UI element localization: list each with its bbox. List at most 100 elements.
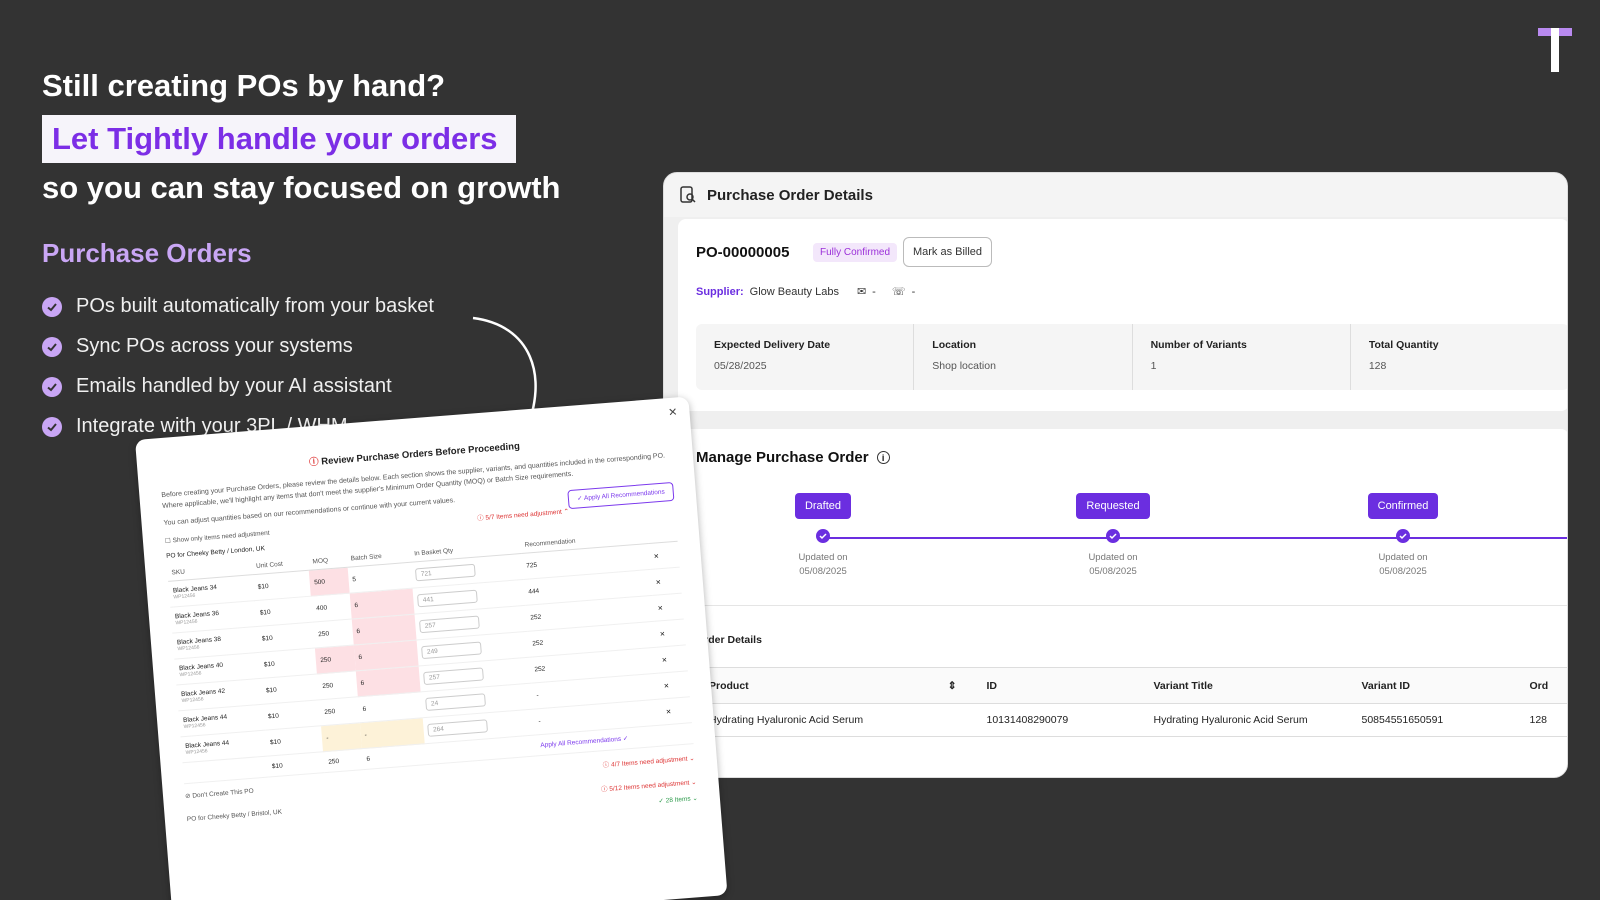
- feature-label: Sync POs across your systems: [76, 335, 353, 357]
- mark-as-billed-button[interactable]: Mark as Billed: [903, 237, 992, 267]
- remove-icon[interactable]: ✕: [660, 696, 692, 725]
- card-title: Purchase Order Details: [707, 186, 873, 204]
- po-stats: Expected Delivery Date 05/28/2025 Locati…: [696, 324, 1567, 390]
- qty-input[interactable]: 441: [417, 589, 479, 608]
- supplier-label: Supplier:: [696, 285, 744, 298]
- column-header-ord: Ord: [1517, 667, 1567, 704]
- manage-po-panel: Manage Purchase Order i Drafted Updated …: [678, 429, 1568, 777]
- cell-batch: 6: [361, 743, 427, 770]
- headline-line-1: Still creating POs by hand?: [42, 68, 446, 103]
- po-for-label-2: PO for Cheeky Betty / Bristol, UK: [186, 808, 283, 824]
- dont-create-po-button[interactable]: ⊘ Don't Create This PO: [184, 787, 254, 801]
- cell-moq: 250: [313, 619, 354, 648]
- qty-input[interactable]: 264: [427, 719, 489, 737]
- step-check-icon: [816, 529, 830, 543]
- step-label: Requested: [1076, 493, 1150, 519]
- cell-moq: 250: [323, 748, 364, 773]
- cell-ord: 128: [1529, 714, 1548, 726]
- table-row[interactable]: Hydrating Hyaluronic Acid Serum 10131408…: [697, 704, 1568, 737]
- feature-item: POs built automatically from your basket: [42, 295, 522, 318]
- qty-input[interactable]: 249: [421, 641, 483, 660]
- qty-input[interactable]: 257: [419, 615, 481, 634]
- column-header-variant-title: Variant Title: [1141, 667, 1350, 704]
- show-only-checkbox[interactable]: ☐ Show only items need adjustment: [164, 529, 270, 545]
- step-updated: Updated on: [1378, 552, 1428, 563]
- need-adjustment-summary-3[interactable]: ⓘ 5/12 Items need adjustment ⌄: [600, 779, 697, 794]
- order-details-title: Order Details: [696, 634, 762, 646]
- stat-delivery-date: Expected Delivery Date 05/28/2025: [696, 324, 915, 390]
- need-adjustment-summary-2[interactable]: ⓘ 4/7 Items need adjustment ⌄: [602, 755, 695, 770]
- stat-label: Total Quantity: [1368, 339, 1439, 351]
- cell-moq: 250: [315, 644, 356, 674]
- column-header-id: ID: [974, 667, 1142, 704]
- email-value: -: [872, 285, 876, 298]
- apply-all-recommendations-button[interactable]: ✓ Apply All Recommendations: [567, 481, 675, 510]
- step-confirmed[interactable]: Confirmed Updated on 05/08/2025: [1343, 493, 1463, 579]
- stat-label: Expected Delivery Date: [714, 339, 831, 351]
- cell-variant-title: Hydrating Hyaluronic Acid Serum: [1153, 714, 1308, 726]
- stat-value: 128: [1368, 360, 1387, 372]
- remove-icon[interactable]: ✕: [648, 541, 680, 570]
- step-updated: Updated on: [1088, 552, 1138, 563]
- headline-line-3: so you can stay focused on growth: [42, 170, 561, 205]
- cell-product: Hydrating Hyaluronic Acid Serum: [709, 714, 864, 726]
- tightly-logo-icon: [1538, 28, 1572, 72]
- stat-location: Location Shop location: [914, 324, 1133, 390]
- manage-po-title: Manage Purchase Order i: [696, 449, 890, 466]
- stat-label: Location: [932, 339, 977, 351]
- cell-variant-id: 50854551650591: [1361, 714, 1444, 726]
- order-details-table: Product ⇕ ID Variant Title Variant ID Ord…: [696, 667, 1568, 737]
- need-adjustment-summary[interactable]: ⓘ 5/7 Items need adjustment ⌃: [476, 508, 570, 523]
- po-number: PO-00000005: [696, 244, 790, 261]
- step-date: 05/08/2025: [1379, 566, 1427, 577]
- purchase-order-details-card: Purchase Order Details PO-00000005 Fully…: [663, 172, 1568, 778]
- items-count[interactable]: ✓ 28 Items ⌄: [658, 794, 699, 806]
- feature-item: Emails handled by your AI assistant: [42, 375, 522, 398]
- qty-input[interactable]: 257: [423, 667, 485, 686]
- step-updated: Updated on: [798, 552, 848, 563]
- document-search-icon: [680, 186, 696, 203]
- check-icon: [42, 416, 62, 437]
- step-drafted[interactable]: Drafted Updated on 05/08/2025: [763, 493, 883, 579]
- check-icon: [42, 336, 62, 357]
- supplier-name: Glow Beauty Labs: [749, 285, 839, 298]
- remove-icon[interactable]: ✕: [658, 670, 690, 700]
- stat-total-quantity: Total Quantity 128: [1351, 324, 1567, 390]
- status-badge: Fully Confirmed: [813, 243, 898, 262]
- step-check-icon: [1106, 529, 1120, 543]
- cell-moq: 250: [319, 696, 360, 726]
- remove-icon[interactable]: ✕: [652, 593, 684, 622]
- sort-icon[interactable]: ⇕: [947, 679, 957, 692]
- phone-icon: ☏: [891, 286, 906, 298]
- supplier-row: Supplier: Glow Beauty Labs ✉ - ☏ -: [696, 285, 916, 299]
- remove-icon[interactable]: ✕: [650, 567, 682, 596]
- stat-variants: Number of Variants 1: [1133, 324, 1351, 390]
- stat-value: 05/28/2025: [714, 360, 767, 372]
- cell-id: 10131408290079: [986, 714, 1069, 726]
- column-header-product[interactable]: Product ⇕: [696, 667, 975, 704]
- cell-moq: 400: [311, 593, 352, 623]
- phone-value: -: [911, 285, 916, 298]
- headline-highlight: Let Tightly handle your orders: [42, 115, 516, 163]
- table-header-row: Product ⇕ ID Variant Title Variant ID Ord: [696, 667, 1567, 704]
- cell-cost: $10: [267, 751, 326, 778]
- close-icon[interactable]: ✕: [667, 406, 678, 420]
- step-requested[interactable]: Requested Updated on 05/08/2025: [1053, 493, 1173, 579]
- card-header: Purchase Order Details: [664, 173, 1567, 217]
- remove-icon[interactable]: ✕: [654, 618, 686, 648]
- feature-label: Emails handled by your AI assistant: [76, 375, 392, 397]
- review-po-modal: ✕ ⓘ Review Purchase Orders Before Procee…: [135, 396, 728, 900]
- remove-icon[interactable]: ✕: [656, 644, 688, 674]
- step-check-icon: [1396, 529, 1410, 543]
- warning-icon: ⓘ: [308, 456, 320, 469]
- column-header-variant-id: Variant ID: [1349, 667, 1518, 704]
- qty-input[interactable]: 24: [425, 693, 487, 711]
- cell-moq: -: [321, 722, 362, 752]
- info-icon[interactable]: i: [876, 451, 890, 464]
- divider: [696, 605, 1567, 606]
- manage-po-title-text: Manage Purchase Order: [696, 449, 869, 466]
- mail-icon: ✉: [856, 286, 867, 298]
- step-label: Confirmed: [1367, 493, 1439, 519]
- qty-input[interactable]: 721: [415, 563, 477, 582]
- cell-moq: 500: [309, 567, 350, 597]
